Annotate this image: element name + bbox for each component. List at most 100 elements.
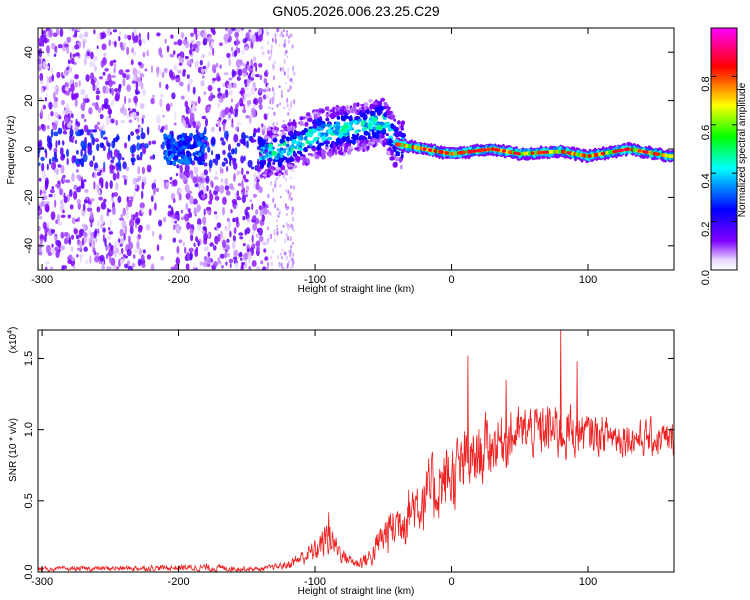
spectrogram-cell <box>293 98 296 105</box>
spectrogram-cell <box>187 223 192 228</box>
spectrogram-cell <box>192 198 198 205</box>
spectrogram-cell <box>127 235 131 244</box>
snr-x-tick-label: -200 <box>168 576 190 588</box>
spectrogram-cell <box>165 83 169 90</box>
spectrogram-cell <box>199 261 204 267</box>
spectrogram-cell <box>268 106 271 110</box>
spectrogram-cell <box>354 129 359 134</box>
spectrogram-x-tick-label: -100 <box>304 274 326 286</box>
spectrogram-cell <box>200 183 205 190</box>
spectrogram-cell <box>325 117 330 122</box>
spectrogram-cell <box>217 120 221 128</box>
spectrogram-cell <box>287 225 290 231</box>
spectrogram-cell <box>88 107 93 115</box>
spectrogram-cell <box>334 125 341 131</box>
spectrogram-cell <box>170 192 176 200</box>
spectrogram-cell <box>261 214 265 222</box>
spectrogram-cell <box>126 74 131 80</box>
spectrogram-cell <box>354 116 359 121</box>
spectrogram-cell <box>78 228 83 238</box>
spectrogram-cell <box>103 52 107 58</box>
spectrogram-cell <box>109 31 112 35</box>
spectrogram-cell <box>94 172 97 179</box>
spectrogram-cell <box>38 242 43 248</box>
spectrogram-cell <box>111 206 116 216</box>
spectrogram-cell <box>62 265 67 270</box>
spectrogram-cell <box>308 128 312 132</box>
spectrogram-cell <box>188 247 194 253</box>
spectrogram-cell <box>105 119 108 128</box>
spectrogram-cell <box>287 189 290 195</box>
spectrogram-cell <box>113 192 118 197</box>
spectrogram-cell <box>176 245 180 255</box>
spectrogram-y-axis-label: Frequency (Hz) <box>6 116 17 185</box>
spectrogram-cell <box>253 56 257 62</box>
spectrogram-cell <box>312 111 319 115</box>
spectrogram-cell <box>212 47 215 56</box>
spectrogram-cell <box>102 130 106 135</box>
spectrogram-cell <box>193 262 196 269</box>
spectrogram-cell <box>390 124 397 130</box>
spectrogram-cell <box>210 136 216 146</box>
spectrogram-cell <box>170 34 174 39</box>
spectrogram-cell <box>281 256 284 260</box>
spectrogram-cell <box>278 212 281 215</box>
spectrogram-cell <box>102 166 106 173</box>
spectrogram-cell <box>388 138 392 144</box>
spectrogram-cell <box>287 235 289 241</box>
spectrogram-cell <box>270 49 273 55</box>
spectrogram-cell <box>218 42 223 46</box>
spectrogram-cell <box>244 208 248 216</box>
spectrogram-cell <box>75 118 78 124</box>
spectrogram-cell <box>53 147 58 155</box>
spectrogram-cell <box>185 170 190 179</box>
spectrogram-cell <box>188 60 193 64</box>
spectrogram-cell <box>137 233 142 240</box>
spectrogram-cell <box>66 103 70 109</box>
spectrogram-cell <box>89 198 95 202</box>
spectrogram-cell <box>203 169 208 176</box>
spectrogram-cell <box>102 136 108 140</box>
spectrogram-cell <box>90 61 96 68</box>
spectrogram-cell <box>179 57 185 64</box>
spectrogram-cell <box>39 96 42 101</box>
spectrogram-cell <box>320 123 326 129</box>
spectrogram-cell <box>230 98 234 103</box>
spectrogram-cell <box>172 198 176 204</box>
spectrogram-cell <box>287 260 290 265</box>
spectrogram-cell <box>74 44 80 50</box>
spectrogram-cell <box>100 201 106 210</box>
spectrogram-cell <box>136 135 141 141</box>
spectrogram-cell <box>93 55 98 62</box>
spectrogram-cell <box>150 263 155 270</box>
spectrogram-cell <box>57 221 63 226</box>
spectrogram-cell <box>128 196 134 200</box>
spectrogram-cell <box>221 94 224 101</box>
spectrogram-cell <box>232 240 236 250</box>
spectrogram-cell <box>247 250 252 259</box>
spectrogram-cell <box>228 143 231 152</box>
spectrogram-cell <box>177 252 182 256</box>
spectrogram-cell <box>225 190 231 196</box>
spectrogram-cell <box>290 244 293 249</box>
spectrogram-cell <box>122 254 127 258</box>
spectrogram-cell <box>368 119 373 124</box>
spectrogram-cell <box>299 116 304 121</box>
spectrogram-cell <box>141 207 144 214</box>
spectrogram-cell <box>152 230 155 237</box>
spectrogram-cell <box>146 50 150 57</box>
spectrogram-cell <box>433 149 438 153</box>
spectrogram-cell <box>94 85 97 91</box>
spectrogram-cell <box>221 265 224 269</box>
spectrogram-cell <box>179 159 184 165</box>
spectrogram-cell <box>128 241 134 250</box>
spectrogram-cell <box>78 33 84 39</box>
spectrogram-cell <box>163 67 168 74</box>
spectrogram-cell <box>135 90 141 95</box>
spectrogram-cell <box>279 209 281 213</box>
spectrogram-cell <box>182 38 188 46</box>
spectrogram-cell <box>60 214 66 218</box>
spectrogram-cell <box>119 217 124 221</box>
spectrogram-cell <box>39 189 42 196</box>
